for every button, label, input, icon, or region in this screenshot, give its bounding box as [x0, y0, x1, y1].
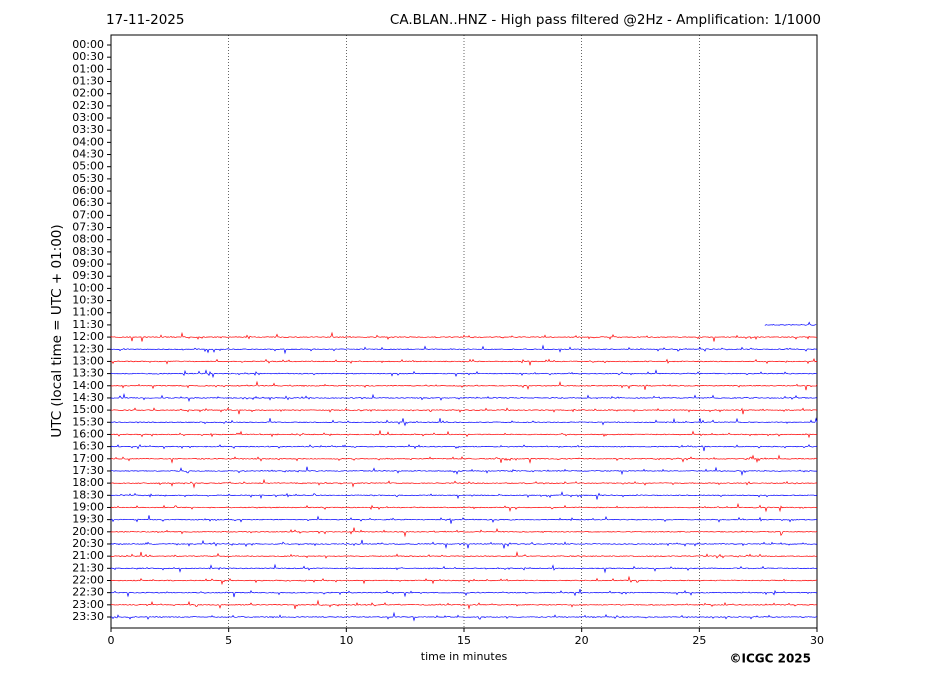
y-tick-label: 12:00 — [72, 330, 104, 343]
y-tick-label: 22:00 — [72, 573, 104, 586]
y-tick-label: 20:30 — [72, 537, 104, 550]
y-tick-label: 07:30 — [72, 221, 104, 234]
y-tick-label: 15:00 — [72, 403, 104, 416]
y-tick-label: 16:30 — [72, 440, 104, 453]
y-tick-label: 10:00 — [72, 281, 104, 294]
trace — [110, 527, 818, 538]
y-tick-label: 00:00 — [72, 38, 104, 51]
y-tick-label: 03:30 — [72, 123, 104, 136]
date: 17-11-2025 — [106, 12, 184, 28]
y-tick-label: 17:00 — [72, 452, 104, 465]
y-tick-label: 04:30 — [72, 148, 104, 161]
x-tick-label: 30 — [810, 634, 824, 647]
y-tick-label: 13:00 — [72, 354, 104, 367]
y-tick-label: 09:30 — [72, 269, 104, 282]
y-tick-label: 19:30 — [72, 513, 104, 526]
trace — [110, 515, 818, 524]
y-tick-label: 06:30 — [72, 196, 104, 209]
trace — [110, 478, 818, 489]
trace — [110, 369, 818, 379]
y-tick-label: 17:30 — [72, 464, 104, 477]
x-tick-label: 25 — [692, 634, 706, 647]
trace — [764, 321, 817, 326]
y-tick-label: 23:30 — [72, 610, 104, 623]
x-tick-label: 20 — [575, 634, 589, 647]
y-tick-label: 16:00 — [72, 427, 104, 440]
y-tick-label: 05:30 — [72, 172, 104, 185]
y-tick-label: 02:30 — [72, 99, 104, 112]
y-tick-label: 12:30 — [72, 342, 104, 355]
y-tick-label: 20:00 — [72, 525, 104, 538]
y-tick-label: 08:00 — [72, 233, 104, 246]
y-tick-label: 11:00 — [72, 306, 104, 319]
y-tick-label: 22:30 — [72, 586, 104, 599]
chart-title: CA.BLAN..HNZ - High pass filtered @2Hz -… — [390, 12, 821, 28]
x-tick-label: 0 — [108, 634, 115, 647]
y-tick-label: 03:00 — [72, 111, 104, 124]
trace — [110, 454, 818, 464]
trace — [110, 563, 818, 574]
y-tick-label: 14:00 — [72, 379, 104, 392]
y-tick-label: 04:00 — [72, 135, 104, 148]
y-tick-label: 00:30 — [72, 50, 104, 63]
trace — [110, 502, 818, 513]
trace — [110, 551, 818, 559]
y-tick-label: 10:30 — [72, 294, 104, 307]
y-tick-label: 15:30 — [72, 415, 104, 428]
y-tick-label: 01:30 — [72, 75, 104, 88]
y-tick-label: 02:00 — [72, 87, 104, 100]
y-tick-label: 01:00 — [72, 62, 104, 75]
y-tick-label: 21:00 — [72, 549, 104, 562]
y-tick-label: 05:00 — [72, 160, 104, 173]
trace — [110, 417, 818, 427]
y-tick-label: 19:00 — [72, 500, 104, 513]
trace — [110, 380, 818, 391]
trace — [110, 599, 818, 610]
y-tick-label: 23:00 — [72, 598, 104, 611]
trace — [110, 491, 818, 500]
x-tick-label: 10 — [339, 634, 353, 647]
y-tick-label: 14:30 — [72, 391, 104, 404]
trace — [110, 443, 818, 452]
trace — [110, 611, 818, 622]
y-tick-label: 18:30 — [72, 488, 104, 501]
y-tick-label: 08:30 — [72, 245, 104, 258]
x-tick-label: 5 — [225, 634, 232, 647]
y-tick-label: 18:00 — [72, 476, 104, 489]
y-tick-label: 06:00 — [72, 184, 104, 197]
trace — [110, 539, 818, 550]
trace — [110, 331, 818, 342]
trace — [110, 430, 818, 439]
trace — [110, 575, 818, 586]
y-tick-label: 13:30 — [72, 367, 104, 380]
trace — [110, 588, 818, 598]
trace — [110, 466, 818, 477]
y-tick-label: 11:30 — [72, 318, 104, 331]
x-axis-label: time in minutes — [421, 650, 508, 663]
copyright: ©ICGC 2025 — [729, 652, 811, 666]
trace — [110, 344, 818, 355]
trace — [110, 357, 818, 366]
y-tick-label: 07:00 — [72, 208, 104, 221]
y-tick-label: 21:30 — [72, 561, 104, 574]
x-tick-label: 15 — [457, 634, 471, 647]
y-axis-label: UTC (local time = UTC + 01:00) — [49, 224, 65, 437]
trace — [110, 407, 818, 415]
trace — [110, 393, 818, 403]
y-tick-label: 09:00 — [72, 257, 104, 270]
